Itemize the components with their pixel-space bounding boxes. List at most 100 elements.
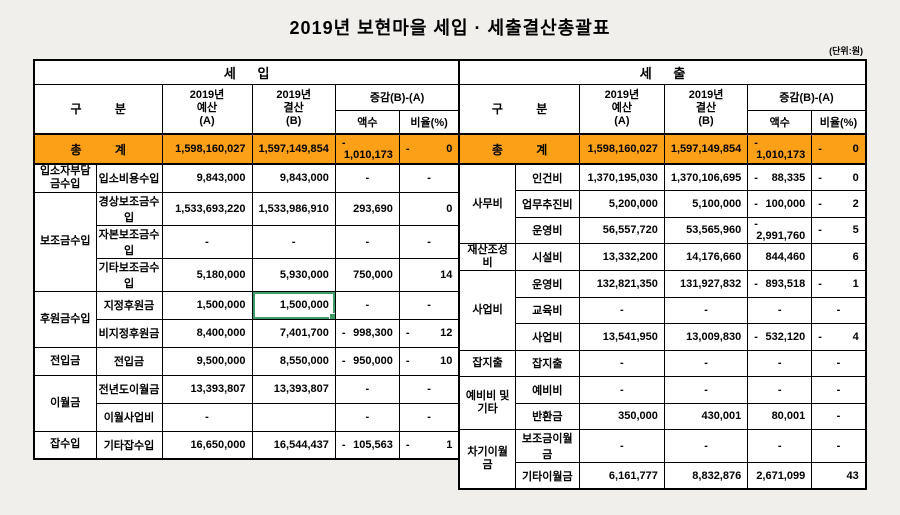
row-label-cell[interactable]: 반환금 [514,402,580,430]
actual-cell[interactable]: 1,370,106,695 [663,163,749,191]
actual-cell[interactable]: 1,533,986,910 [251,191,336,226]
row-label-cell[interactable]: 보조금이월금 [514,429,580,463]
diff-cell[interactable]: - [747,376,813,404]
budget-cell[interactable]: - [578,429,665,463]
actual-cell[interactable]: - [251,224,336,259]
diff-cell[interactable]: 293,690 [334,191,400,226]
ratio-cell[interactable]: 14 [398,257,460,292]
expenditure-total-ratio-cell[interactable]: -0 [811,133,867,165]
ratio-cell[interactable]: - [398,163,460,193]
row-label-cell[interactable]: 운영비 [514,216,580,244]
diff-cell[interactable]: -532,120 [747,323,813,351]
group-cell[interactable]: 잡수입 [33,430,97,460]
budget-cell[interactable]: 5,200,000 [578,190,665,218]
budget-cell[interactable]: 16,650,000 [161,430,253,460]
row-label-cell[interactable]: 자본보조금수입 [95,224,163,259]
budget-cell[interactable]: - [578,376,665,404]
row-label-cell[interactable]: 기타이월금 [514,462,580,490]
budget-cell[interactable]: 9,500,000 [161,346,253,376]
diff-cell[interactable]: - [334,374,400,404]
selected-cell[interactable]: 1,500,000 [251,290,336,320]
actual-cell[interactable]: - [663,296,749,324]
budget-cell[interactable]: 56,557,720 [578,216,665,244]
actual-cell[interactable]: 8,832,876 [663,462,749,490]
ratio-cell[interactable]: - [398,402,460,432]
diff-cell[interactable]: 844,460 [747,243,813,271]
ratio-cell[interactable]: 43 [811,462,867,490]
group-cell[interactable]: 재산조성비 [458,243,516,271]
revenue-total-actual-cell[interactable]: 1,597,149,854 [251,133,336,165]
ratio-cell[interactable]: -12 [398,318,460,348]
actual-cell[interactable]: - [663,429,749,463]
ratio-cell[interactable]: -4 [811,323,867,351]
expenditure-total-diff-cell[interactable]: -1,010,173 [747,133,813,165]
diff-cell[interactable]: -100,000 [747,190,813,218]
row-label-cell[interactable]: 이월사업비 [95,402,163,432]
group-cell[interactable]: 차기이월금 [458,429,516,490]
diff-cell[interactable]: - [747,296,813,324]
actual-cell[interactable]: 9,843,000 [251,163,336,193]
budget-cell[interactable]: 13,541,950 [578,323,665,351]
budget-cell[interactable]: - [578,296,665,324]
actual-cell[interactable]: 131,927,832 [663,270,749,298]
diff-cell[interactable]: - [334,402,400,432]
actual-cell[interactable]: 7,401,700 [251,318,336,348]
budget-cell[interactable]: 132,821,350 [578,270,665,298]
expenditure-total-budget-cell[interactable]: 1,598,160,027 [578,133,665,165]
actual-cell[interactable]: 16,544,437 [251,430,336,460]
row-label-cell[interactable]: 지정후원금 [95,290,163,320]
diff-cell[interactable]: -950,000 [334,346,400,376]
row-label-cell[interactable]: 기타보조금수입 [95,257,163,292]
actual-cell[interactable]: 13,393,807 [251,374,336,404]
diff-cell[interactable]: -2,991,760 [747,216,813,244]
diff-cell[interactable]: -88,335 [747,163,813,191]
budget-cell[interactable]: 5,180,000 [161,257,253,292]
budget-cell[interactable]: 1,500,000 [161,290,253,320]
row-label-cell[interactable]: 경상보조금수입 [95,191,163,226]
ratio-cell[interactable]: -2 [811,190,867,218]
diff-cell[interactable]: - [334,163,400,193]
actual-cell[interactable]: - [663,349,749,377]
row-label-cell[interactable]: 교육비 [514,296,580,324]
expenditure-total-label[interactable]: 총 계 [458,133,580,165]
actual-cell[interactable]: 5,930,000 [251,257,336,292]
ratio-cell[interactable]: - [398,290,460,320]
actual-cell[interactable] [251,402,336,432]
row-label-cell[interactable]: 예비비 [514,376,580,404]
row-label-cell[interactable]: 시설비 [514,243,580,271]
ratio-cell[interactable]: - [811,429,867,463]
group-cell[interactable]: 전입금 [33,346,97,376]
actual-cell[interactable]: 53,565,960 [663,216,749,244]
budget-cell[interactable]: 6,161,777 [578,462,665,490]
ratio-cell[interactable]: -10 [398,346,460,376]
budget-cell[interactable]: 13,332,200 [578,243,665,271]
row-label-cell[interactable]: 비지정후원금 [95,318,163,348]
budget-cell[interactable]: 13,393,807 [161,374,253,404]
ratio-cell[interactable]: - [811,349,867,377]
row-label-cell[interactable]: 기타잡수입 [95,430,163,460]
ratio-cell[interactable]: 0 [398,191,460,226]
ratio-cell[interactable]: - [811,402,867,430]
revenue-total-diff-cell[interactable]: -1,010,173 [334,133,400,165]
diff-cell[interactable]: - [747,429,813,463]
actual-cell[interactable]: 430,001 [663,402,749,430]
budget-cell[interactable]: - [161,402,253,432]
ratio-cell[interactable]: - [398,224,460,259]
budget-cell[interactable]: - [161,224,253,259]
actual-cell[interactable]: 14,176,660 [663,243,749,271]
budget-cell[interactable]: - [578,349,665,377]
diff-cell[interactable]: 80,001 [747,402,813,430]
row-label-cell[interactable]: 사업비 [514,323,580,351]
diff-cell[interactable]: - [334,224,400,259]
group-cell[interactable]: 입소자부담 금수입 [33,163,97,193]
diff-cell[interactable]: - [747,349,813,377]
diff-cell[interactable]: -998,300 [334,318,400,348]
row-label-cell[interactable]: 입소비용수입 [95,163,163,193]
revenue-total-label[interactable]: 총 계 [33,133,163,165]
group-cell[interactable]: 사무비 [458,163,516,244]
ratio-cell[interactable]: 6 [811,243,867,271]
actual-cell[interactable]: - [663,376,749,404]
diff-cell[interactable]: -105,563 [334,430,400,460]
group-cell[interactable]: 후원금수입 [33,290,97,348]
actual-cell[interactable]: 5,100,000 [663,190,749,218]
